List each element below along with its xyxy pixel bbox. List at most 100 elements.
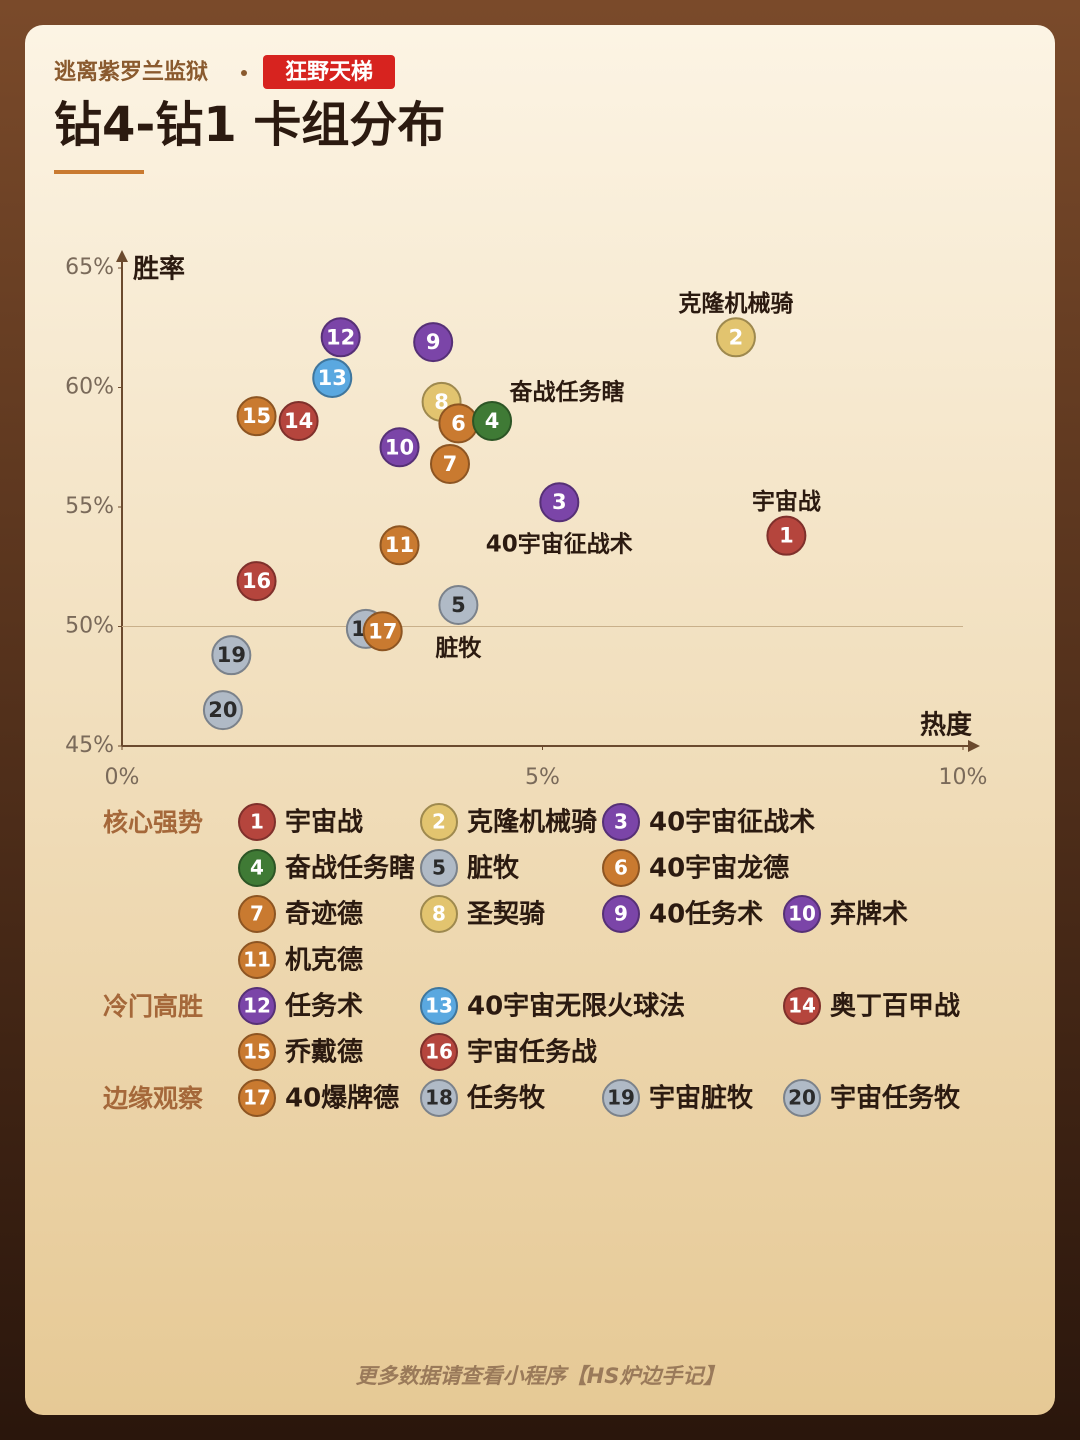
legend-marker [783,987,821,1025]
point [211,635,252,676]
point-label: 11 [385,533,414,557]
x-axis-label: 热度 [920,710,972,741]
legend-number: 6 [614,856,628,880]
x-tick-label: 10% [939,765,988,790]
annotation: 克隆机械骑 [678,290,793,317]
legend-number: 5 [432,856,446,880]
legend-label: 任务术 [284,992,363,1022]
y-tick-label: 65% [65,255,114,280]
point [472,400,513,441]
legend-number: 19 [607,1086,635,1110]
y-axis-label: 胜率 [133,254,185,285]
legend-marker [783,895,821,933]
point [438,584,479,625]
legend-label: 40宇宙征战术 [649,807,815,838]
legend-marker [238,987,276,1025]
legend-label: 弃牌术 [830,899,908,930]
legend-number: 10 [788,902,816,926]
point [379,427,420,468]
chart-title: 钻4-钻1 卡组分布 [54,97,445,153]
legend-label: 奋战任务瞎 [284,853,415,884]
card [25,25,1055,1415]
point [236,396,277,437]
y-tick-label: 50% [65,614,114,639]
point [539,482,580,523]
legend-marker [420,1033,458,1071]
legend-marker [602,895,640,933]
legend-marker [238,895,276,933]
legend-marker [238,1079,276,1117]
legend-number: 11 [243,948,271,972]
legend-number: 18 [425,1086,453,1110]
legend-number: 20 [788,1086,816,1110]
legend-marker [238,849,276,887]
point-label: 13 [318,366,347,390]
point-label: 2 [729,325,744,349]
point-label: 15 [242,404,271,428]
legend-marker [420,987,458,1025]
legend-number: 15 [243,1040,271,1064]
legend-label: 奇迹德 [285,899,363,930]
badge-bg [263,55,395,89]
point-label: 20 [208,698,237,722]
legend-marker [602,803,640,841]
x-arrow [968,740,980,752]
point-label: 16 [242,569,271,593]
legend-number: 17 [243,1086,271,1110]
legend-marker [602,849,640,887]
annotation: 脏牧 [435,634,482,661]
legend-number: 4 [250,856,264,880]
legend-marker [420,803,458,841]
x-tick-label: 0% [105,765,140,790]
point-label: 19 [217,643,246,667]
footer: 更多数据请查看小程序【HS炉边手记】 [356,1364,725,1388]
legend-number: 8 [432,902,446,926]
point [202,690,243,731]
legend-marker [783,1079,821,1117]
legend-label: 40宇宙无限火球法 [467,991,685,1022]
legend-label: 任务牧 [466,1084,546,1114]
legend-label: 机克德 [285,946,363,976]
legend-number: 7 [250,902,264,926]
y-arrow [116,250,128,262]
point-label: 5 [451,593,466,617]
legend-number: 16 [425,1040,453,1064]
badge: 狂野天梯 [285,59,373,85]
x-tick-label: 5% [525,765,560,790]
legend-marker [602,1079,640,1117]
legend-number: 12 [243,994,271,1018]
legend-group: 边缘观察 [103,1084,204,1113]
legend-label: 乔戴德 [284,1037,363,1068]
legend-marker [238,803,276,841]
legend-label: 宇宙脏牧 [649,1083,754,1114]
legend-marker [420,849,458,887]
annotation: 40宇宙征战术 [486,531,633,558]
legend-marker [238,941,276,979]
legend-number: 2 [432,810,446,834]
y-tick-label: 55% [65,494,114,519]
legend-marker [420,1079,458,1117]
legend-group: 核心强势 [103,808,203,837]
legend-label: 脏牧 [467,853,520,884]
point [236,561,277,602]
y-tick-label: 45% [65,733,114,758]
legend-label: 40宇宙龙德 [649,853,789,884]
point [715,317,756,358]
point-label: 17 [368,619,397,643]
point-label: 4 [485,409,500,433]
subtitle: 逃离紫罗兰监狱 [54,59,208,85]
point-label: 6 [451,411,466,435]
legend-label: 40爆牌德 [285,1083,399,1114]
legend-number: 9 [614,902,628,926]
legend-number: 14 [788,994,816,1018]
point [278,400,319,441]
annotation: 奋战任务瞎 [509,378,625,405]
legend-marker [238,1033,276,1071]
legend-group: 冷门高胜 [103,992,203,1021]
legend-label: 宇宙任务战 [467,1037,597,1068]
point-label: 3 [552,490,567,514]
point-label: 12 [326,325,355,349]
title-underline [54,170,144,174]
